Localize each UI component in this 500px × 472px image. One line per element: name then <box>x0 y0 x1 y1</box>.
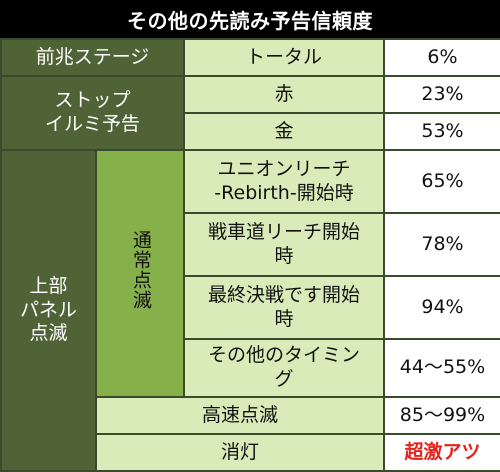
cell-label-other-timing: その他のタイミン グ <box>183 338 385 398</box>
cell-label-union-reach: ユニオンリーチ -Rebirth-開始時 <box>183 149 385 214</box>
cell-value-saishu-kessen: 94% <box>383 275 500 340</box>
saishu-kessen-label: 最終決戦です開始 時 <box>207 283 360 330</box>
table-row: その他のタイミン グ 44〜55% <box>1 338 500 398</box>
table-row: ストップ イルミ予告 赤 23% <box>0 75 500 151</box>
table-row: 高速点滅 85〜99% <box>1 396 500 435</box>
cell-value-lights-off: 超激アツ <box>383 433 500 472</box>
cell-value-high-speed-flash: 85〜99% <box>383 396 500 435</box>
cell-label-sensha-reach: 戦車道リーチ開始 時 <box>183 212 385 277</box>
reliability-table: 前兆ステージ トータル 6% ストップ イルミ予告 赤 23% 金 53% 上部… <box>0 38 500 472</box>
cell-value-union-reach: 65% <box>383 149 500 214</box>
cell-label-saishu-kessen: 最終決戦です開始 時 <box>183 275 385 340</box>
cell-value-other-timing: 44〜55% <box>383 338 500 398</box>
table-row: 上部 パネル 点滅 通常点滅 ユニオンリーチ -Rebirth-開始時 65% <box>0 149 500 472</box>
sensha-reach-label: 戦車道リーチ開始 時 <box>207 220 360 267</box>
cell-value-sensha-reach: 78% <box>383 212 500 277</box>
panel-flash-label: 上部 パネル 点滅 <box>19 274 77 345</box>
cell-label-kin: 金 <box>183 112 385 151</box>
union-reach-label: ユニオンリーチ -Rebirth-開始時 <box>214 157 354 204</box>
cell-label-lights-off: 消灯 <box>95 433 385 472</box>
row-header-panel-flash: 上部 パネル 点滅 <box>0 149 97 472</box>
cell-value-total: 6% <box>383 38 500 77</box>
stop-illumi-label: ストップ イルミ予告 <box>44 89 140 135</box>
cell-value-kin: 53% <box>383 112 500 151</box>
row-header-stop-illumi: ストップ イルミ予告 <box>0 75 185 151</box>
table-row: 戦車道リーチ開始 時 78% <box>1 212 500 277</box>
normal-flash-label: 通常点滅 <box>129 230 152 311</box>
row-header-zencho-stage: 前兆ステージ <box>0 38 185 77</box>
cell-value-aka: 23% <box>383 75 500 114</box>
table-row: 前兆ステージ トータル 6% <box>0 38 500 77</box>
cell-label-total: トータル <box>183 38 385 77</box>
other-timing-label: その他のタイミン グ <box>207 344 360 390</box>
table-row: 最終決戦です開始 時 94% <box>1 275 500 340</box>
cell-label-aka: 赤 <box>183 75 385 114</box>
row-subheader-normal-flash: 通常点滅 <box>95 149 185 398</box>
table-title: その他の先読み予告信頼度 <box>0 0 500 38</box>
table-row: 消灯 超激アツ <box>1 433 500 472</box>
cell-label-high-speed-flash: 高速点滅 <box>95 396 385 435</box>
